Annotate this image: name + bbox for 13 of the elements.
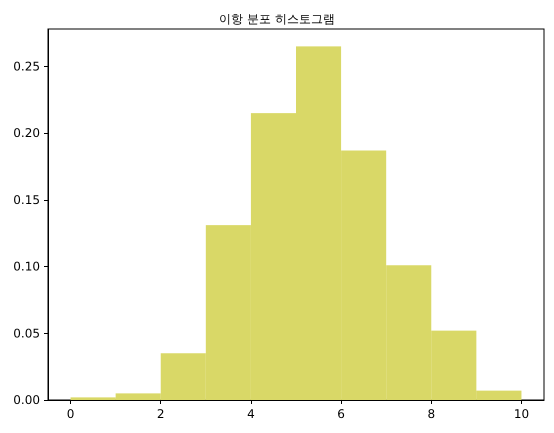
x-tick-label: 2 <box>156 407 165 421</box>
y-tick-label: 0.20 <box>13 126 40 140</box>
y-tick-label: 0.05 <box>13 326 40 340</box>
x-tick-label: 0 <box>66 407 74 421</box>
x-tick-label: 10 <box>514 407 530 421</box>
y-tick-label: 0.10 <box>13 260 40 274</box>
chart-title: 이항 분포 히스토그램 <box>219 12 335 26</box>
x-tick-label: 8 <box>427 407 436 421</box>
x-tick-label: 4 <box>247 407 255 421</box>
y-tick-label: 0.25 <box>13 59 40 74</box>
x-tick-label: 6 <box>337 407 345 421</box>
y-tick-label: 0.00 <box>13 393 40 407</box>
y-tick-label: 0.15 <box>13 192 40 207</box>
